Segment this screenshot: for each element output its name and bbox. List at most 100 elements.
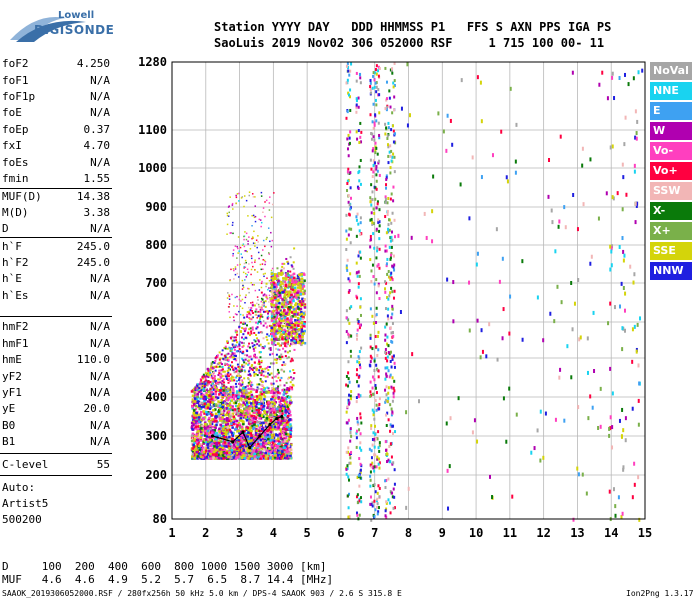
param-name: h`E — [2, 272, 22, 285]
param-value: N/A — [90, 106, 110, 119]
param-row: fxI 4.70 — [2, 139, 110, 155]
x-tick-label: 2 — [202, 526, 209, 540]
y-tick-label: 500 — [145, 351, 167, 365]
logo-text-lowell: Lowell — [58, 10, 95, 21]
trace-point — [241, 430, 245, 434]
param-value: 3.38 — [83, 206, 111, 219]
param-row: C-level 55 — [2, 458, 110, 474]
trace-point — [275, 416, 279, 421]
param-row: M(D) 3.38 — [2, 206, 110, 222]
legend-item: NoVal — [650, 62, 692, 80]
param-name: D — [2, 222, 9, 235]
param-name: fmin — [2, 172, 29, 185]
legend-item: W — [650, 122, 692, 140]
separator-line — [0, 316, 112, 317]
param-row: foE N/A — [2, 106, 110, 122]
param-name: hmF1 — [2, 337, 29, 350]
legend-item: SSW — [650, 182, 692, 200]
footer-muf-row: MUF 4.6 4.6 4.9 5.2 5.7 6.5 8.7 14.4 [MH… — [2, 573, 334, 586]
param-value: N/A — [90, 289, 110, 302]
separator-line — [0, 475, 112, 476]
param-row: hmF2 N/A — [2, 320, 110, 336]
trace-point — [268, 422, 272, 426]
param-name: foF1p — [2, 90, 36, 103]
param-row: h`F 245.0 — [2, 240, 110, 256]
x-tick-label: 12 — [536, 526, 550, 540]
param-name: h`F2 — [2, 256, 29, 269]
param-name: fxI — [2, 139, 22, 152]
param-name: MUF(D) — [2, 190, 42, 203]
param-row: fmin 1.55 — [2, 172, 110, 188]
param-name: foEs — [2, 156, 29, 169]
param-value: N/A — [90, 370, 110, 383]
x-tick-label: 14 — [604, 526, 618, 540]
legend-item: NNE — [650, 82, 692, 100]
header-row-values: SaoLuis 2019 Nov02 306 052000 RSF 1 715 … — [214, 36, 605, 50]
x-tick-label: 3 — [236, 526, 243, 540]
param-value: 110.0 — [76, 353, 110, 366]
plot-frame — [171, 61, 646, 520]
digisonde-logo: Lowell DIGISONDE — [6, 6, 116, 46]
param-row: hmF1 N/A — [2, 337, 110, 353]
logo-graphic — [10, 16, 86, 42]
param-row: foF1p N/A — [2, 90, 110, 106]
echo-scatter-layer — [190, 62, 644, 522]
param-row: foEp 0.37 — [2, 123, 110, 139]
auto-code: 500200 — [2, 513, 42, 526]
y-tick-label: 80 — [153, 512, 167, 526]
y-tick-label: 900 — [145, 200, 167, 214]
param-row: hmE 110.0 — [2, 353, 110, 369]
y-tick-label: 1280 — [138, 55, 167, 69]
x-tick-label: 7 — [371, 526, 378, 540]
separator-line — [0, 188, 112, 189]
param-value: N/A — [90, 74, 110, 87]
param-value: N/A — [90, 337, 110, 350]
param-value: N/A — [90, 435, 110, 448]
param-name: M(D) — [2, 206, 29, 219]
param-row: B0 N/A — [2, 419, 110, 435]
param-row: yE 20.0 — [2, 402, 110, 418]
legend-item: Vo+ — [650, 162, 692, 180]
param-value: 245.0 — [76, 240, 110, 253]
legend-item: E — [650, 102, 692, 120]
x-tick-label: 9 — [439, 526, 446, 540]
axis-labels: 1 2 3 4 5 6 7 8 9 10 11 12 13 14 158020030040050060070… — [138, 55, 652, 540]
param-value: N/A — [90, 222, 110, 235]
trace-point — [280, 414, 284, 419]
param-value: 14.38 — [76, 190, 110, 203]
y-tick-label: 700 — [145, 276, 167, 290]
param-row: foF1 N/A — [2, 74, 110, 90]
auto-label: Auto: — [2, 481, 36, 494]
x-tick-label: 6 — [337, 526, 344, 540]
param-value: 55 — [96, 458, 110, 471]
x-tick-label: 5 — [304, 526, 311, 540]
param-value: 4.250 — [76, 57, 110, 70]
param-value: N/A — [90, 320, 110, 333]
y-tick-label: 200 — [145, 468, 167, 482]
param-row: h`F2 245.0 — [2, 256, 110, 272]
param-name: yF2 — [2, 370, 22, 383]
x-tick-label: 4 — [270, 526, 277, 540]
param-name: B0 — [2, 419, 16, 432]
param-name: hmE — [2, 353, 22, 366]
trace-point — [210, 434, 215, 438]
param-name: yF1 — [2, 386, 22, 399]
param-name: yE — [2, 402, 16, 415]
param-row: B1 N/A — [2, 435, 110, 451]
y-tick-label: 300 — [145, 429, 167, 443]
y-tick-label: 800 — [145, 238, 167, 252]
param-row: yF2 N/A — [2, 370, 110, 386]
separator-line — [0, 453, 112, 454]
x-tick-label: 11 — [503, 526, 517, 540]
y-tick-label: 400 — [145, 390, 167, 404]
logo-text-digisonde: DIGISONDE — [34, 23, 115, 37]
param-value: N/A — [90, 419, 110, 432]
trace-layer — [210, 414, 284, 450]
param-value: N/A — [90, 272, 110, 285]
param-value: 4.70 — [83, 139, 111, 152]
param-value: 245.0 — [76, 256, 110, 269]
param-name: foE — [2, 106, 22, 119]
x-tick-label: 1 — [168, 526, 175, 540]
auto-program: Artist5 — [2, 497, 49, 510]
